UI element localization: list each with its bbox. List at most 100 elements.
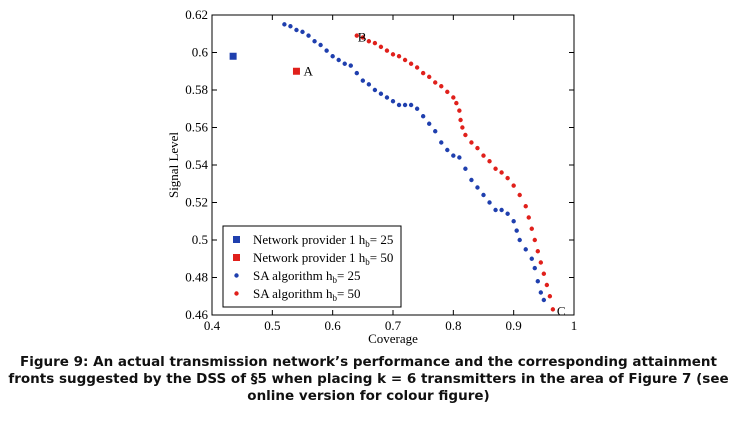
dot-marker [541, 271, 547, 276]
dot-marker [460, 125, 465, 130]
y-tick-label: 0.48 [185, 270, 208, 285]
x-tick-label: 0.8 [445, 318, 461, 333]
dot-marker [547, 294, 553, 299]
y-tick-label: 0.56 [185, 120, 208, 135]
axes: 0.4 0.5 0.6 0.7 0.8 0.9 1 0.46 0.48 0.5 0.52 0.54 0.… [185, 7, 577, 333]
dot-marker [550, 307, 556, 312]
dot-marker [408, 61, 414, 66]
square-marker [292, 67, 300, 75]
dot-marker [294, 27, 299, 33]
dot-marker [378, 44, 384, 50]
dot-marker [535, 279, 540, 284]
dot-marker [342, 61, 347, 66]
legend-dot-swatch [234, 291, 239, 296]
dot-marker [360, 78, 366, 83]
x-tick-label: 1 [571, 318, 578, 333]
dot-marker [288, 24, 293, 29]
y-axis-label: Signal Level [166, 132, 181, 198]
dot-marker [324, 48, 329, 53]
dot-marker [517, 237, 522, 243]
annotations: A B C [303, 30, 565, 319]
y-tick-label: 0.6 [192, 45, 209, 60]
dot-marker [360, 35, 366, 40]
legend-entry-prefix: SA algorithm h [253, 268, 333, 283]
dot-marker [523, 204, 528, 209]
dot-marker [306, 33, 311, 38]
y-tick-label: 0.62 [185, 7, 208, 22]
dot-marker [402, 57, 408, 63]
dot-marker [414, 106, 420, 111]
x-tick-label: 0.6 [325, 318, 342, 333]
dot-marker [499, 207, 504, 213]
x-tick-label: 0.4 [204, 318, 221, 333]
dot-marker [493, 207, 498, 213]
dot-marker [463, 132, 468, 138]
dot-marker [475, 185, 480, 190]
dot-marker [439, 140, 444, 145]
dot-marker [420, 70, 426, 76]
y-tick-label: 0.54 [185, 157, 208, 172]
dot-marker [511, 183, 516, 188]
dot-marker [487, 200, 492, 205]
legend-square-swatch [233, 236, 240, 243]
dot-marker [514, 228, 519, 233]
x-tick-label: 0.7 [385, 318, 402, 333]
dot-marker [300, 29, 305, 35]
dot-marker [408, 102, 414, 108]
caption-line-2: fronts suggested by the DSS of §5 when p… [8, 371, 729, 387]
legend-entry-subscript: b [365, 239, 370, 249]
legend-entry-prefix: Network provider 1 h [253, 232, 366, 247]
dot-marker [529, 256, 534, 261]
dot-marker [469, 177, 474, 183]
dot-marker [535, 249, 540, 254]
dot-marker [336, 57, 341, 63]
legend-entry-label: Network provider 1 hb= 50 [253, 250, 393, 267]
dot-marker [445, 89, 450, 95]
dot-marker [312, 39, 317, 44]
dot-marker [511, 219, 516, 224]
dot-marker [427, 74, 432, 80]
dot-marker [445, 147, 450, 153]
legend-entry-subscript: b [365, 257, 370, 267]
caption-line-1: Figure 9: An actual transmission network… [20, 354, 717, 370]
legend-entry-suffix: = 25 [370, 232, 394, 247]
dot-marker [475, 145, 480, 151]
dot-marker [282, 22, 287, 27]
dot-marker [402, 102, 408, 108]
dot-marker [529, 226, 534, 231]
dot-marker [414, 65, 420, 70]
dot-marker [348, 63, 353, 68]
dot-marker [433, 129, 438, 134]
dot-marker [451, 153, 456, 158]
dot-marker [457, 155, 462, 160]
dot-marker [499, 170, 504, 175]
dot-marker [532, 265, 537, 271]
legend-entry-suffix: = 50 [370, 250, 394, 265]
point-annotation: B [358, 30, 367, 45]
legend-dot-swatch [234, 273, 239, 278]
dot-marker [541, 297, 547, 303]
dot-marker [517, 192, 522, 198]
square-marker [229, 52, 237, 60]
dot-marker [493, 166, 498, 171]
dot-marker [372, 87, 378, 93]
dot-marker [372, 40, 378, 46]
y-tick-label: 0.46 [185, 307, 208, 322]
dot-marker [526, 215, 531, 220]
dot-marker [463, 166, 468, 171]
dot-marker [366, 82, 372, 87]
dot-marker [454, 100, 459, 106]
dot-marker [427, 121, 432, 126]
dot-marker [481, 153, 486, 158]
dot-marker [384, 95, 390, 100]
legend-entry-suffix: = 50 [337, 286, 361, 301]
dot-marker [396, 54, 402, 59]
dot-marker [458, 117, 463, 123]
dot-marker [318, 42, 323, 48]
x-axis-label: Coverage [368, 331, 418, 346]
dot-marker [451, 95, 456, 100]
dot-marker [457, 108, 462, 113]
dot-marker [396, 102, 402, 108]
y-tick-label: 0.58 [185, 82, 208, 97]
